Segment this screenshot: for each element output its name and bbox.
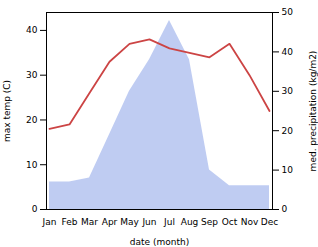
- svg-text:10: 10: [282, 165, 294, 175]
- svg-text:Jan: Jan: [42, 217, 57, 227]
- svg-text:40: 40: [282, 47, 294, 57]
- svg-text:Dec: Dec: [261, 217, 278, 227]
- svg-text:30: 30: [26, 70, 38, 80]
- svg-text:20: 20: [26, 115, 38, 125]
- svg-text:Oct: Oct: [222, 217, 238, 227]
- svg-text:Jun: Jun: [141, 217, 156, 227]
- svg-text:Feb: Feb: [62, 217, 78, 227]
- svg-text:30: 30: [282, 86, 294, 96]
- svg-text:date (month): date (month): [130, 237, 189, 247]
- svg-text:Aug: Aug: [181, 217, 199, 227]
- svg-text:50: 50: [282, 7, 294, 17]
- svg-text:May: May: [120, 217, 139, 227]
- svg-text:0: 0: [32, 204, 38, 214]
- svg-text:10: 10: [26, 160, 38, 170]
- svg-text:40: 40: [26, 25, 38, 35]
- svg-text:Apr: Apr: [102, 217, 118, 227]
- svg-text:20: 20: [282, 126, 294, 136]
- svg-text:Nov: Nov: [241, 217, 259, 227]
- svg-text:0: 0: [282, 204, 288, 214]
- svg-text:med. precipitation (kg/m2): med. precipitation (kg/m2): [308, 51, 318, 172]
- svg-text:max temp (C): max temp (C): [2, 80, 12, 142]
- svg-text:Sep: Sep: [201, 217, 218, 227]
- svg-text:Jul: Jul: [163, 217, 175, 227]
- svg-text:Mar: Mar: [81, 217, 98, 227]
